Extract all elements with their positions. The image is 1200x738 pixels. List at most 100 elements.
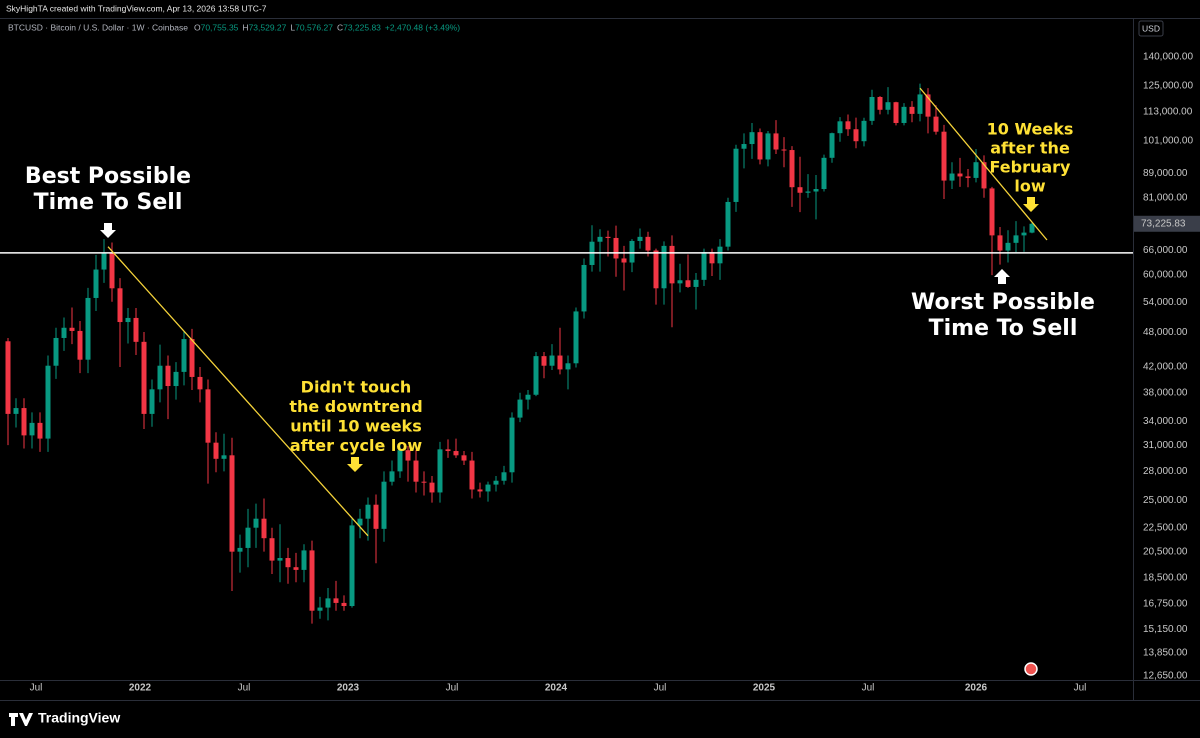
y-tick-label: 12,650.00 — [1143, 671, 1188, 682]
last-price-label: 73,225.83 — [1141, 218, 1186, 229]
y-tick-label: 140,000.00 — [1143, 51, 1193, 62]
candle-body — [245, 527, 251, 548]
candle-body — [253, 518, 259, 528]
candle-body — [989, 188, 995, 236]
candle-body — [53, 337, 59, 366]
ohlc-key: C — [337, 22, 343, 32]
candle-body — [189, 339, 195, 377]
y-tick-label: 25,000.00 — [1143, 495, 1188, 506]
candle-body — [693, 279, 699, 287]
candle-body — [493, 480, 499, 485]
candle-body — [789, 150, 795, 188]
candle-body — [285, 558, 291, 568]
candle-body — [413, 460, 419, 482]
candle-body — [797, 187, 803, 193]
candle-body — [381, 481, 387, 529]
candle-body — [917, 94, 923, 114]
y-tick-label: 48,000.00 — [1143, 327, 1188, 338]
candle-body — [141, 341, 147, 414]
y-tick-label: 42,000.00 — [1143, 362, 1188, 373]
annotation: February — [990, 158, 1072, 177]
y-tick-label: 16,750.00 — [1143, 598, 1188, 609]
ohlc-change: +2,470.48 (+3.49%) — [385, 22, 460, 32]
candle-body — [997, 235, 1003, 251]
candle-body — [813, 189, 819, 192]
candle-body — [445, 449, 451, 452]
candle-body — [661, 245, 667, 289]
y-tick-label: 38,000.00 — [1143, 387, 1188, 398]
x-tick-label: Jul — [1074, 683, 1087, 694]
candle-body — [677, 280, 683, 284]
y-tick-label: 22,500.00 — [1143, 522, 1188, 533]
arrow-up — [994, 269, 1010, 284]
candle-body — [829, 133, 835, 158]
candle-body — [749, 132, 755, 145]
y-tick-label: 89,000.00 — [1143, 168, 1188, 179]
candle-body — [429, 482, 435, 493]
candle-body — [261, 518, 267, 539]
trendline — [919, 87, 1048, 241]
annotation: Best Possible — [25, 164, 191, 189]
candle-body — [869, 96, 875, 121]
candle-body — [621, 258, 627, 263]
y-tick-label: 34,000.00 — [1143, 416, 1188, 427]
candle-body — [277, 558, 283, 561]
candle-body — [549, 355, 555, 366]
candle-body — [557, 355, 563, 370]
candle-body — [1021, 232, 1027, 236]
candle-body — [117, 288, 123, 323]
y-tick-label: 20,500.00 — [1143, 546, 1188, 557]
candle-body — [165, 365, 171, 387]
candle-body — [757, 132, 763, 160]
candle-body — [77, 330, 83, 360]
candle-body — [461, 455, 467, 461]
candle-body — [13, 408, 19, 414]
candle-body — [173, 371, 179, 387]
candle-body — [613, 237, 619, 259]
candle-body — [637, 236, 643, 241]
candle-body — [357, 518, 363, 526]
candle-body — [981, 162, 987, 189]
y-tick-label: 113,000.00 — [1143, 107, 1193, 118]
symbol: BTCUSD · Bitcoin / U.S. Dollar · 1W · Co… — [8, 22, 188, 32]
candle-body — [293, 567, 299, 570]
annotation: until 10 weeks — [290, 417, 421, 436]
y-tick-label: 81,000.00 — [1143, 192, 1188, 203]
currency: USD — [1142, 23, 1160, 33]
candle-body — [717, 246, 723, 264]
event-flag[interactable] — [1024, 662, 1038, 676]
candle-body — [133, 317, 139, 342]
candle-body — [109, 252, 115, 289]
ohlc-value: 70,755.35 — [201, 22, 239, 32]
candle-body — [125, 317, 131, 323]
candle-body — [69, 327, 75, 331]
candle-body — [949, 173, 955, 181]
candle-body — [525, 394, 531, 400]
candle-body — [573, 311, 579, 364]
x-tick-label: 2022 — [129, 683, 152, 694]
candle-body — [845, 121, 851, 130]
annotation: Worst Possible — [911, 290, 1095, 315]
candle-body — [645, 236, 651, 251]
candle-body — [877, 96, 883, 110]
x-tick-label: 2026 — [965, 683, 988, 694]
annotation: Time To Sell — [34, 190, 183, 215]
candle-body — [973, 162, 979, 178]
candle-body — [933, 116, 939, 132]
candle-body — [597, 236, 603, 242]
y-tick-label: 101,000.00 — [1143, 136, 1193, 147]
candle-body — [853, 129, 859, 142]
ohlc-key: L — [290, 22, 295, 32]
candle-body — [901, 106, 907, 123]
x-tick-label: 2023 — [337, 683, 360, 694]
candle-body — [541, 356, 547, 366]
y-tick-label: 15,150.00 — [1143, 624, 1188, 635]
candle-body — [389, 471, 395, 482]
candle-body — [861, 120, 867, 142]
arrow-down — [100, 223, 116, 238]
candle-body — [37, 422, 43, 439]
candle-body — [341, 602, 347, 607]
